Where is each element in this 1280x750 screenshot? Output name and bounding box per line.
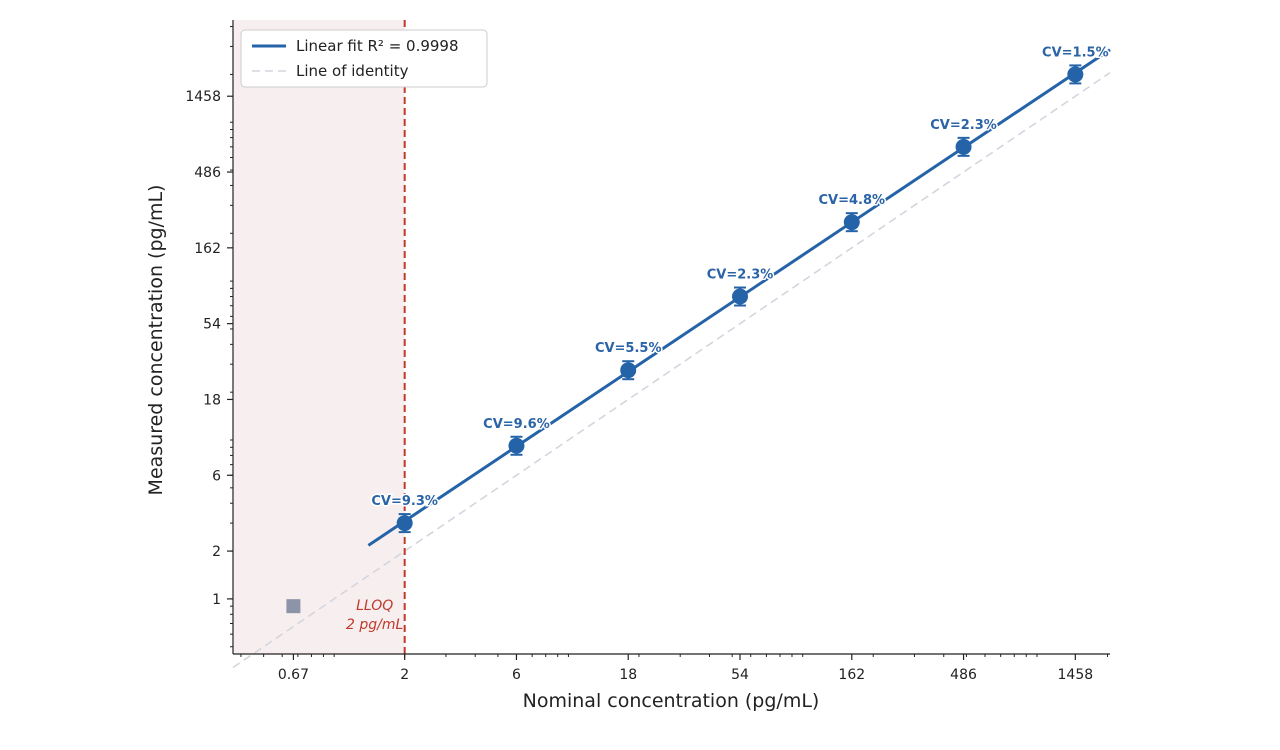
x-tick-label: 6 — [512, 667, 521, 683]
plot-area: CV=9.3% CV=9.6% CV=5.5% CV=2.3% CV=4.8% CV=2.… — [185, 20, 1111, 683]
cv-label: CV=9.3% — [371, 494, 438, 509]
y-tick-label: 18 — [203, 392, 221, 408]
cv-label: CV=9.6% — [483, 417, 550, 432]
y-tick-label: 2 — [212, 544, 221, 560]
x-tick-label: 1458 — [1058, 667, 1094, 683]
legend-label: Linear fit R² = 0.9998 — [296, 37, 459, 55]
data-point — [955, 138, 972, 155]
cv-label: CV=2.3% — [930, 118, 997, 133]
x-tick-label: 54 — [731, 667, 749, 683]
data-point — [1067, 66, 1084, 83]
x-axis-label: Nominal concentration (pg/mL) — [523, 690, 820, 712]
y-tick-label: 1458 — [185, 89, 221, 105]
lloq-value-label: 2 pg/mL — [346, 617, 403, 633]
data-point — [732, 288, 749, 305]
y-tick-label: 486 — [194, 165, 221, 181]
y-tick-label: 162 — [194, 241, 221, 257]
below-lloq-region — [233, 20, 405, 654]
cv-label: CV=5.5% — [595, 341, 662, 356]
x-tick-label: 486 — [950, 667, 977, 683]
cv-label: CV=2.3% — [707, 268, 774, 283]
data-point — [508, 437, 525, 454]
x-tick-label: 2 — [400, 667, 409, 683]
data-point — [396, 515, 413, 532]
legend: Linear fit R² = 0.9998 Line of identity — [240, 29, 488, 88]
x-tick-label: 18 — [619, 667, 637, 683]
y-tick-label: 6 — [212, 468, 221, 484]
y-axis-label: Measured concentration (pg/mL) — [145, 185, 167, 496]
cv-label: CV=4.8% — [818, 193, 885, 208]
legend-label: Line of identity — [296, 62, 409, 80]
cv-label: CV=1.5% — [1042, 45, 1109, 60]
x-tick-label: 162 — [838, 667, 865, 683]
y-tick-label: 54 — [203, 317, 221, 333]
data-point — [620, 362, 637, 379]
x-tick-label: 0.67 — [278, 667, 309, 683]
lloq-label: LLOQ — [356, 598, 393, 614]
legend-box — [240, 29, 488, 88]
below-lloq-point — [286, 599, 301, 614]
data-point — [843, 214, 860, 231]
y-tick-label: 1 — [212, 592, 221, 608]
identity-line — [232, 72, 1111, 669]
